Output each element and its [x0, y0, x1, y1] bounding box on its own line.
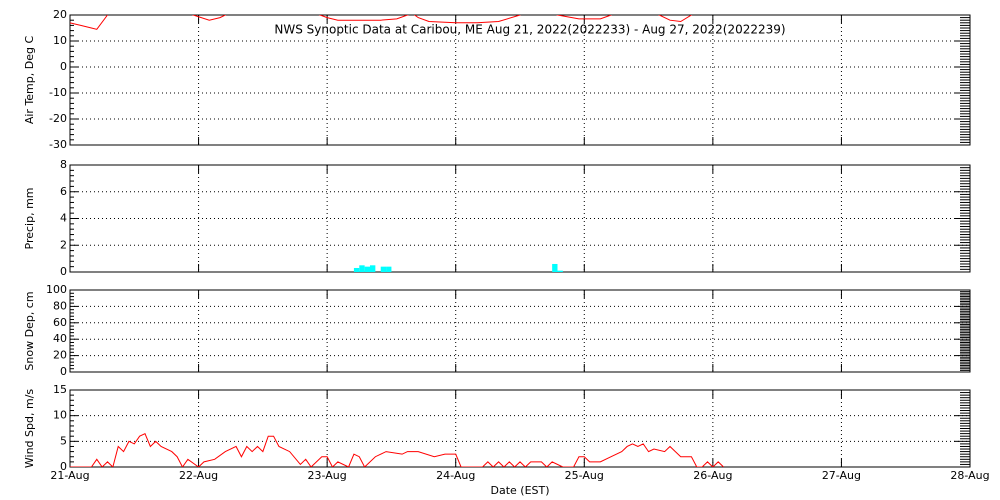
y-tick-label: 4 [60, 212, 67, 225]
bar [353, 267, 360, 272]
y-tick-label: 5 [60, 434, 67, 447]
bar [359, 265, 365, 272]
x-tick-label: 24-Aug [436, 469, 475, 482]
x-tick-label: 22-Aug [179, 469, 218, 482]
plot-area [70, 432, 724, 467]
y-axis-label: Precip, mm [23, 188, 36, 250]
y-tick-label: -30 [49, 138, 67, 151]
bar [552, 263, 558, 272]
y-tick-label: -20 [49, 112, 67, 125]
data-line [70, 432, 724, 467]
y-tick-label: 15 [53, 383, 67, 396]
y-tick-label: 80 [53, 299, 67, 312]
plot-frame [69, 289, 971, 373]
y-tick-label: 10 [53, 409, 67, 422]
bar [380, 266, 387, 272]
x-tick-label: 27-Aug [822, 469, 861, 482]
plot-area [353, 263, 563, 272]
x-tick-label: 28-Aug [950, 469, 989, 482]
chart-title: NWS Synoptic Data at Caribou, ME Aug 21,… [274, 23, 785, 37]
y-axis-label: Snow Dep, cm [23, 291, 36, 370]
y-axis-label: Air Temp, Deg C [23, 36, 36, 125]
x-axis-label: Date (EST) [490, 484, 549, 497]
x-tick-label: 23-Aug [308, 469, 347, 482]
y-tick-label: 10 [53, 34, 67, 47]
plot-frame [69, 389, 971, 468]
y-axis-label: Wind Spd, m/s [23, 389, 36, 469]
y-tick-label: 0 [60, 460, 67, 473]
y-tick-label: 2 [60, 238, 67, 251]
x-tick-label: 25-Aug [565, 469, 604, 482]
bar [364, 266, 370, 272]
data-line [70, 15, 693, 30]
y-tick-label: 40 [53, 332, 67, 345]
y-tick-label: -10 [49, 86, 67, 99]
plot-area [70, 15, 693, 30]
y-tick-label: 6 [60, 185, 67, 198]
bar [557, 270, 563, 272]
y-tick-label: 0 [60, 365, 67, 378]
plot-frame [69, 164, 971, 273]
y-tick-label: 20 [53, 8, 67, 21]
y-tick-label: 20 [53, 349, 67, 362]
y-tick-label: 100 [46, 283, 67, 296]
y-tick-label: 0 [60, 265, 67, 278]
bar [370, 265, 376, 272]
y-tick-label: 0 [60, 60, 67, 73]
x-tick-label: 21-Aug [50, 469, 89, 482]
x-tick-label: 26-Aug [693, 469, 732, 482]
y-tick-label: 60 [53, 316, 67, 329]
y-tick-label: 8 [60, 158, 67, 171]
bar [386, 266, 392, 272]
